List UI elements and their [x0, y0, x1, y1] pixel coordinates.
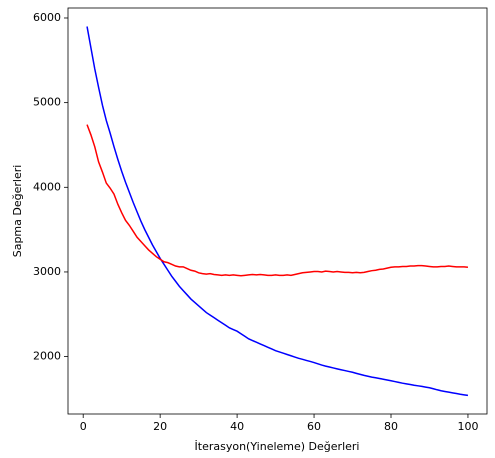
y-tick-label: 2000: [33, 350, 61, 363]
y-tick-label: 3000: [33, 265, 61, 278]
data-line: [86, 124, 469, 277]
x-axis-label: İterasyon(Yineleme) Değerleri: [195, 440, 360, 453]
plot-frame: [67, 7, 488, 415]
x-tick-label: 80: [384, 420, 398, 433]
data-line: [86, 26, 469, 397]
y-axis-label: Sapma Değerleri: [11, 165, 24, 258]
x-tick-label: 20: [153, 420, 167, 433]
y-tick-label: 4000: [33, 180, 61, 193]
x-tick-label: 0: [80, 420, 87, 433]
y-tick-label: 6000: [33, 11, 61, 24]
x-tick-label: 40: [230, 420, 244, 433]
x-tick-label: 60: [307, 420, 321, 433]
y-tick-label: 5000: [33, 96, 61, 109]
x-tick-label: 100: [457, 420, 478, 433]
